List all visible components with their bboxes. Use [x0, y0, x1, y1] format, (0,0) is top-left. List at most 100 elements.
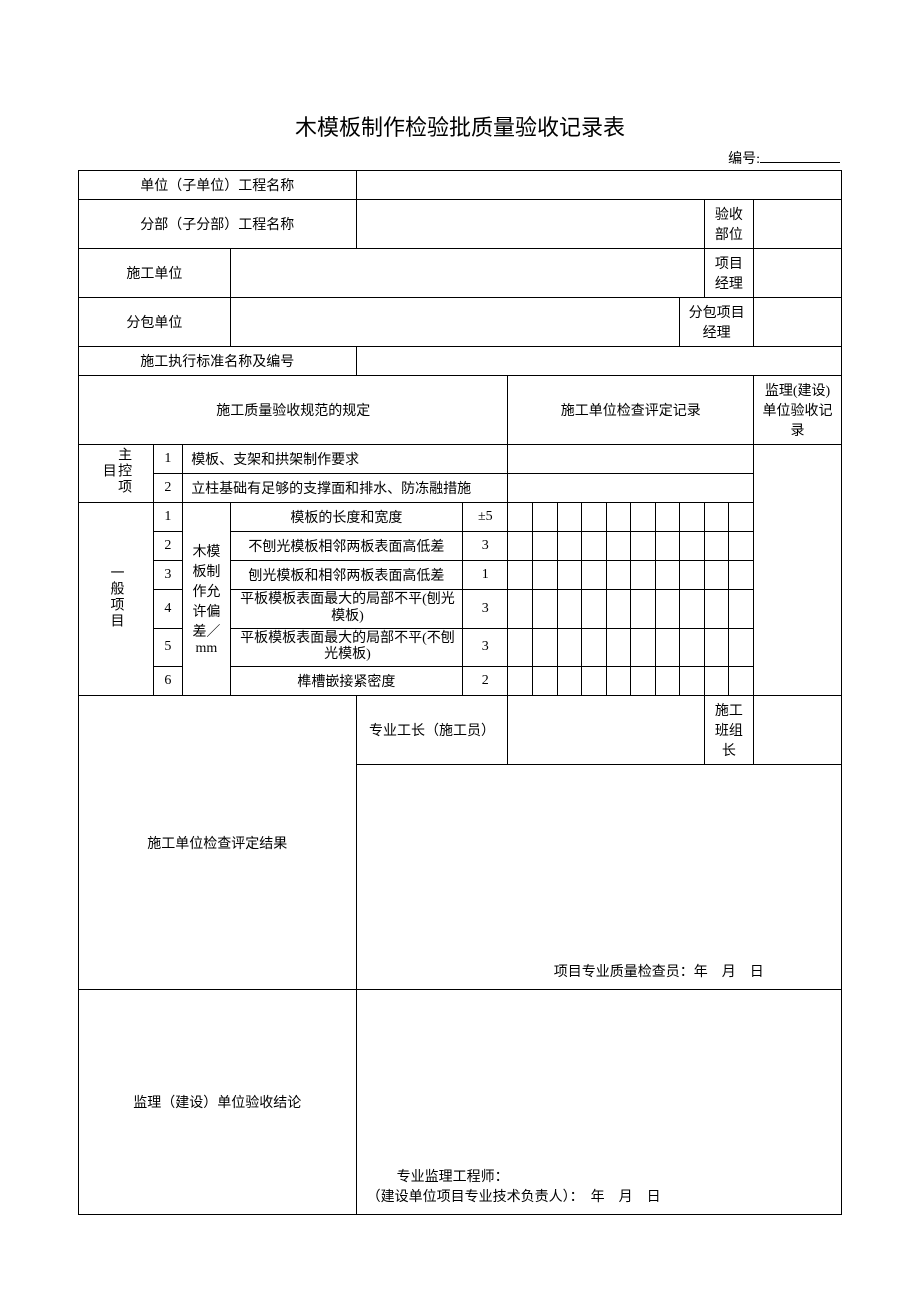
c1 — [508, 667, 533, 696]
c4 — [582, 667, 607, 696]
subcontract-pm-label: 分包项目经理 — [680, 298, 754, 347]
c8 — [680, 561, 705, 590]
c10 — [729, 503, 754, 532]
subcontract-pm-value — [754, 298, 842, 347]
standard-label: 施工执行标准名称及编号 — [79, 347, 357, 376]
c5 — [606, 590, 631, 629]
c3 — [557, 590, 582, 629]
group2-item6-n: 6 — [153, 667, 183, 696]
c5 — [606, 532, 631, 561]
supervise-sign1: 专业监理工程师： — [367, 1166, 831, 1186]
main-table: 单位（子单位）工程名称 分部（子分部）工程名称 验收部位 施工单位 项目经理 分… — [78, 170, 842, 1215]
unit-project-value — [356, 171, 841, 200]
group2-item4-desc: 平板模板表面最大的局部不平(刨光模板) — [230, 590, 462, 629]
c3 — [557, 561, 582, 590]
check-result-sign: 项目专业质量检查员：年 月 日 — [356, 765, 841, 990]
c5 — [606, 561, 631, 590]
unit-check-header: 施工单位检查评定记录 — [508, 376, 754, 445]
group2-item4-tol: 3 — [463, 590, 508, 629]
group2-item1-desc: 模板的长度和宽度 — [230, 503, 462, 532]
c3 — [557, 667, 582, 696]
group2-item3-n: 3 — [153, 561, 183, 590]
team-leader-value — [754, 696, 842, 765]
group2-row-1: 一般项目 1 木模板制作允许偏差／mm 模板的长度和宽度 ±5 — [79, 503, 842, 532]
c9 — [704, 532, 729, 561]
c3 — [557, 628, 582, 667]
c1 — [508, 628, 533, 667]
c8 — [680, 628, 705, 667]
c9 — [704, 561, 729, 590]
c9 — [704, 590, 729, 629]
spec-header: 施工质量验收规范的规定 — [79, 376, 508, 445]
c6 — [631, 667, 656, 696]
c5 — [606, 503, 631, 532]
check-sign-text: 项目专业质量检查员：年 月 日 — [367, 961, 831, 981]
c10 — [729, 590, 754, 629]
c8 — [680, 590, 705, 629]
c10 — [729, 667, 754, 696]
group1-row-2: 2 立柱基础有足够的支撑面和排水、防冻融措施 — [79, 474, 842, 503]
group2-item2-n: 2 — [153, 532, 183, 561]
c8 — [680, 532, 705, 561]
group1-label: 主控项目 — [79, 445, 154, 503]
standard-value — [356, 347, 841, 376]
group1-item1-check — [508, 445, 754, 474]
c5 — [606, 667, 631, 696]
check-result-label: 施工单位检查评定结果 — [79, 696, 357, 990]
group2-item3-tol: 1 — [463, 561, 508, 590]
sub-project-label: 分部（子分部）工程名称 — [79, 200, 357, 249]
group1-item1-desc: 模板、支架和拱架制作要求 — [183, 445, 508, 474]
foreman-row: 施工单位检查评定结果 专业工长（施工员） 施工班组长 — [79, 696, 842, 765]
c6 — [631, 561, 656, 590]
c10 — [729, 561, 754, 590]
group2-item2-tol: 3 — [463, 532, 508, 561]
group2-item2-desc: 不刨光模板相邻两板表面高低差 — [230, 532, 462, 561]
pm-label: 项目经理 — [704, 249, 753, 298]
header-row-2: 分部（子分部）工程名称 验收部位 — [79, 200, 842, 249]
c3 — [557, 503, 582, 532]
number-underline — [760, 162, 840, 163]
pm-value — [754, 249, 842, 298]
c9 — [704, 503, 729, 532]
c2 — [533, 590, 558, 629]
construction-unit-value — [230, 249, 704, 298]
supervise-result-sign: 专业监理工程师： （建设单位项目专业技术负责人）： 年 月 日 — [356, 990, 841, 1215]
c7 — [655, 667, 680, 696]
section-header-row: 施工质量验收规范的规定 施工单位检查评定记录 监理(建设)单位验收记录 — [79, 376, 842, 445]
group1-item2-check — [508, 474, 754, 503]
c4 — [582, 561, 607, 590]
sub-project-value — [356, 200, 704, 249]
c7 — [655, 561, 680, 590]
c1 — [508, 590, 533, 629]
header-row-3: 施工单位 项目经理 — [79, 249, 842, 298]
c2 — [533, 628, 558, 667]
c8 — [680, 667, 705, 696]
header-row-4: 分包单位 分包项目经理 — [79, 298, 842, 347]
c6 — [631, 503, 656, 532]
group2-item3-desc: 刨光模板和相邻两板表面高低差 — [230, 561, 462, 590]
c7 — [655, 532, 680, 561]
c4 — [582, 532, 607, 561]
c8 — [680, 503, 705, 532]
team-leader-label: 施工班组长 — [704, 696, 753, 765]
c5 — [606, 628, 631, 667]
c2 — [533, 667, 558, 696]
c7 — [655, 503, 680, 532]
supervise-result-row: 监理（建设）单位验收结论 专业监理工程师： （建设单位项目专业技术负责人）： 年… — [79, 990, 842, 1215]
group2-item5-tol: 3 — [463, 628, 508, 667]
c2 — [533, 561, 558, 590]
c2 — [533, 503, 558, 532]
group2-item1-n: 1 — [153, 503, 183, 532]
supervise-result-label: 监理（建设）单位验收结论 — [79, 990, 357, 1215]
c7 — [655, 628, 680, 667]
c4 — [582, 590, 607, 629]
foreman-value — [508, 696, 704, 765]
number-label-text: 编号: — [728, 152, 760, 167]
group2-item6-tol: 2 — [463, 667, 508, 696]
group2-sublabel: 木模板制作允许偏差／mm — [183, 503, 231, 696]
group2-item6-desc: 榫槽嵌接紧密度 — [230, 667, 462, 696]
group2-item5-desc: 平板模板表面最大的局部不平(不刨光模板) — [230, 628, 462, 667]
group1-item1-n: 1 — [153, 445, 183, 474]
supervise-header: 监理(建设)单位验收记录 — [754, 376, 842, 445]
subcontract-unit-value — [230, 298, 680, 347]
